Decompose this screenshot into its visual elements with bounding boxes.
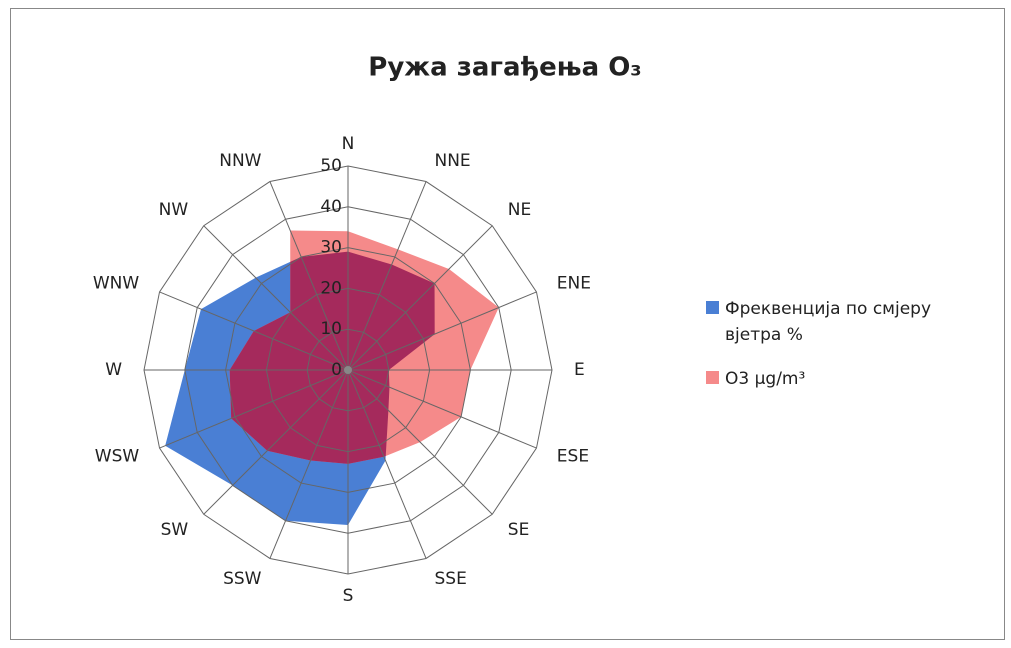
legend: Фреквенција по смјеру вјетра % O3 µg/m³ bbox=[706, 296, 1006, 410]
legend-label: O3 µg/m³ bbox=[725, 369, 806, 389]
legend-item: Фреквенција по смјеру вјетра % bbox=[706, 296, 1006, 348]
spoke bbox=[347, 225, 493, 371]
chart-title: Ружа загађења O₃ bbox=[368, 53, 641, 83]
chart-frame bbox=[10, 8, 1005, 640]
axis-label: SSW bbox=[223, 569, 262, 589]
axis-label: W bbox=[105, 360, 122, 380]
spoke bbox=[347, 181, 427, 371]
spoke bbox=[347, 369, 537, 449]
spoke bbox=[347, 369, 427, 559]
axis-label: SW bbox=[161, 520, 189, 540]
legend-swatch bbox=[706, 371, 719, 384]
center-dot bbox=[344, 366, 352, 374]
axis-label: WSW bbox=[95, 446, 140, 466]
axis-label: NE bbox=[508, 200, 531, 220]
spoke bbox=[347, 369, 493, 515]
axis-label: ENE bbox=[557, 274, 591, 294]
spoke bbox=[159, 369, 349, 449]
axis-label: WNW bbox=[93, 274, 140, 294]
r-tick-label: 50 bbox=[320, 156, 342, 176]
r-tick-label: 40 bbox=[320, 197, 342, 217]
axis-label: NNW bbox=[219, 151, 261, 171]
axis-label: NW bbox=[159, 200, 189, 220]
axis-label: N bbox=[342, 134, 355, 154]
r-tick-label: 0 bbox=[331, 360, 342, 380]
axis-label: SE bbox=[508, 520, 530, 540]
spoke bbox=[269, 369, 349, 559]
axis-label: NNE bbox=[434, 151, 470, 171]
axis-label: SSE bbox=[434, 569, 466, 589]
spoke bbox=[159, 291, 349, 371]
r-tick-label: 20 bbox=[320, 278, 342, 298]
spoke bbox=[269, 181, 349, 371]
legend-item: O3 µg/m³ bbox=[706, 366, 1006, 392]
legend-swatch bbox=[706, 301, 719, 314]
spoke bbox=[203, 369, 349, 515]
r-tick-label: 30 bbox=[320, 238, 342, 258]
axis-label: E bbox=[574, 360, 585, 380]
axis-label: S bbox=[343, 586, 354, 606]
spoke bbox=[347, 291, 537, 371]
spoke bbox=[203, 225, 349, 371]
legend-label: Фреквенција по смјеру вјетра % bbox=[725, 299, 932, 345]
axis-label: ESE bbox=[557, 446, 589, 466]
r-tick-label: 10 bbox=[320, 319, 342, 339]
